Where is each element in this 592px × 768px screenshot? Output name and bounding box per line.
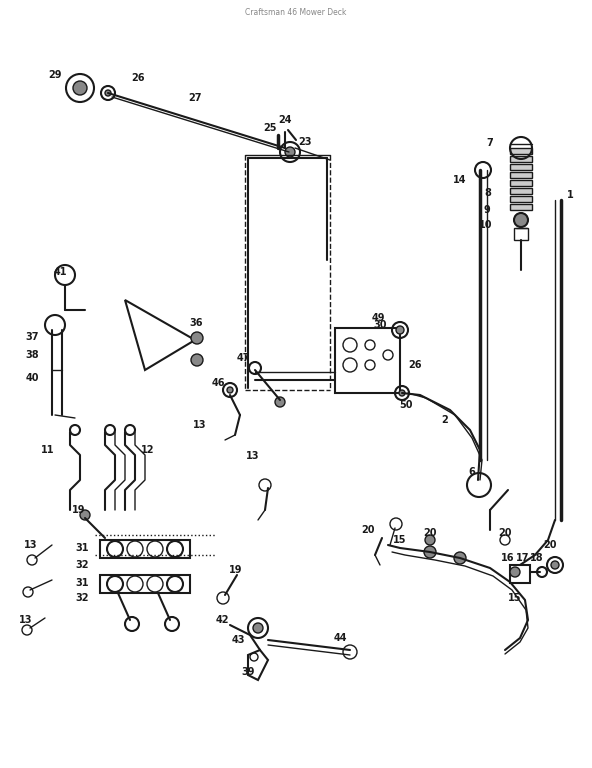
Text: 1: 1 [567, 190, 574, 200]
Bar [510, 148, 532, 154]
Bar [335, 328, 400, 393]
Text: 13: 13 [246, 451, 260, 461]
Bar [510, 565, 530, 583]
Bar [514, 228, 528, 240]
Bar [100, 540, 190, 558]
Polygon shape [125, 300, 195, 370]
Text: 9: 9 [484, 205, 490, 215]
Text: 31: 31 [75, 578, 89, 588]
Text: 18: 18 [530, 553, 544, 563]
Text: 36: 36 [189, 318, 202, 328]
Circle shape [399, 390, 405, 396]
Text: 41: 41 [53, 267, 67, 277]
Text: 38: 38 [25, 350, 39, 360]
Bar [510, 172, 532, 178]
Text: 31: 31 [75, 543, 89, 553]
Bar [510, 188, 532, 194]
Text: 42: 42 [215, 615, 229, 625]
Circle shape [253, 623, 263, 633]
Text: 43: 43 [231, 635, 244, 645]
Text: 32: 32 [75, 593, 89, 603]
Circle shape [551, 561, 559, 569]
Text: 6: 6 [469, 467, 475, 477]
Text: 10: 10 [480, 220, 493, 230]
Text: 37: 37 [25, 332, 38, 342]
Text: 44: 44 [333, 633, 347, 643]
Text: 8: 8 [485, 188, 491, 198]
Text: 15: 15 [393, 535, 407, 545]
Bar [510, 180, 532, 186]
Text: 29: 29 [49, 70, 62, 80]
Text: 19: 19 [229, 565, 243, 575]
Text: 26: 26 [408, 360, 422, 370]
Text: 15: 15 [509, 593, 522, 603]
Text: 12: 12 [141, 445, 155, 455]
Bar [100, 575, 190, 593]
Text: 30: 30 [373, 320, 387, 330]
Text: 50: 50 [399, 400, 413, 410]
Circle shape [285, 147, 295, 157]
Text: 39: 39 [242, 667, 255, 677]
Circle shape [191, 354, 203, 366]
Circle shape [396, 326, 404, 334]
Bar [510, 204, 532, 210]
Text: 13: 13 [20, 615, 33, 625]
Text: 46: 46 [211, 378, 225, 388]
Text: 20: 20 [498, 528, 511, 538]
Text: 20: 20 [423, 528, 437, 538]
Text: 19: 19 [72, 505, 86, 515]
Text: 16: 16 [501, 553, 515, 563]
Circle shape [514, 213, 528, 227]
Text: 14: 14 [453, 175, 466, 185]
Circle shape [191, 332, 203, 344]
Bar [510, 196, 532, 202]
Text: 26: 26 [131, 73, 145, 83]
Circle shape [424, 546, 436, 558]
Bar [510, 156, 532, 162]
Text: 40: 40 [25, 373, 38, 383]
Text: 25: 25 [263, 123, 276, 133]
Circle shape [80, 510, 90, 520]
Text: Craftsman 46 Mower Deck: Craftsman 46 Mower Deck [245, 8, 347, 17]
Bar [510, 164, 532, 170]
Text: 20: 20 [361, 525, 375, 535]
Text: 2: 2 [442, 415, 448, 425]
Text: 32: 32 [75, 560, 89, 570]
Circle shape [425, 535, 435, 545]
Circle shape [105, 90, 111, 96]
Text: 20: 20 [543, 540, 556, 550]
Circle shape [454, 552, 466, 564]
Text: 13: 13 [193, 420, 207, 430]
Circle shape [510, 567, 520, 577]
Circle shape [227, 387, 233, 393]
Circle shape [73, 81, 87, 95]
Text: 49: 49 [371, 313, 385, 323]
Text: 7: 7 [487, 138, 493, 148]
Text: 24: 24 [278, 115, 292, 125]
Text: 47: 47 [236, 353, 250, 363]
Text: 27: 27 [188, 93, 202, 103]
Text: 23: 23 [298, 137, 312, 147]
Text: 11: 11 [41, 445, 54, 455]
Circle shape [275, 397, 285, 407]
Text: 13: 13 [24, 540, 38, 550]
Text: 17: 17 [516, 553, 530, 563]
